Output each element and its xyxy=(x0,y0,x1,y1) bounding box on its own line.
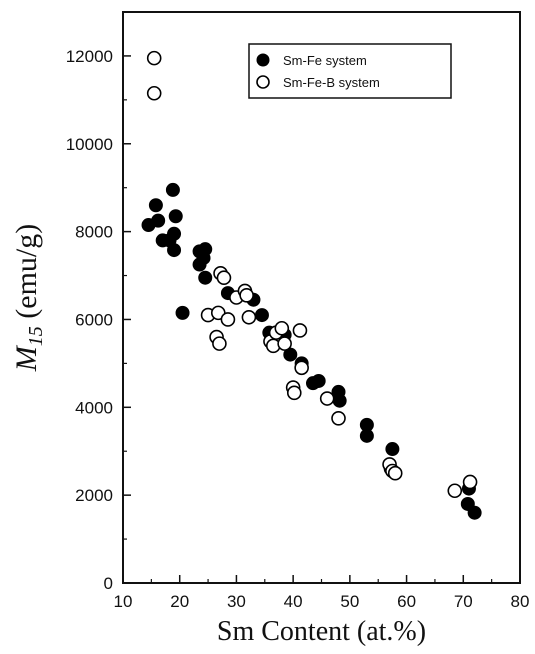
data-point-sm-fe-b xyxy=(387,465,403,481)
data-point-sm-fe xyxy=(467,505,482,520)
data-point-sm-fe-b xyxy=(274,320,290,336)
data-point-sm-fe xyxy=(311,373,326,388)
y-tick-label: 12000 xyxy=(66,47,113,66)
data-point-sm-fe xyxy=(175,305,190,320)
data-point-sm-fe xyxy=(148,198,163,213)
y-axis-title: M15 (emu/g) xyxy=(10,224,47,372)
data-point-sm-fe-b xyxy=(277,336,292,351)
x-tick-label: 20 xyxy=(170,592,189,611)
data-point-sm-fe xyxy=(198,270,213,285)
x-tick-label: 40 xyxy=(284,592,303,611)
x-tick-label: 30 xyxy=(227,592,246,611)
data-point-sm-fe xyxy=(151,213,166,228)
data-point-sm-fe-b xyxy=(447,483,463,499)
y-axis-title-subscript: 15 xyxy=(25,326,47,346)
data-point-sm-fe-b xyxy=(286,385,302,401)
data-point-sm-fe-b xyxy=(292,323,308,338)
y-tick-label: 0 xyxy=(104,574,113,593)
legend: Sm-Fe system Sm-Fe-B system xyxy=(248,43,452,99)
legend-label-sm-fe: Sm-Fe system xyxy=(283,53,367,68)
data-point-sm-fe-b xyxy=(220,312,236,327)
data-point-sm-fe-b xyxy=(294,360,309,376)
data-point-sm-fe-b xyxy=(212,336,227,351)
y-tick-label: 10000 xyxy=(66,135,113,154)
data-point-sm-fe xyxy=(167,243,182,258)
x-tick-label: 50 xyxy=(340,592,359,611)
legend-marker-sm-fe-b xyxy=(256,75,270,89)
legend-label-sm-fe-b: Sm-Fe-B system xyxy=(283,75,380,90)
data-point-sm-fe xyxy=(168,209,183,224)
data-point-sm-fe-b xyxy=(146,50,162,66)
y-tick-label: 2000 xyxy=(75,486,113,505)
data-point-sm-fe-b xyxy=(241,309,257,325)
data-point-sm-fe-b xyxy=(146,85,162,101)
x-tick-label: 60 xyxy=(397,592,416,611)
x-tick-label: 70 xyxy=(454,592,473,611)
data-point-sm-fe xyxy=(359,428,374,443)
axis-layer: 10 20 30 40 50 60 70 80 0 2000 4000 6000 8000 10000 12… xyxy=(66,47,530,611)
data-point-sm-fe-b xyxy=(239,288,254,303)
data-point-sm-fe xyxy=(254,308,269,323)
data-point-sm-fe-b xyxy=(462,474,478,490)
legend-marker-sm-fe xyxy=(256,53,270,67)
y-tick-label: 6000 xyxy=(75,310,113,329)
legend-box xyxy=(248,43,452,99)
x-tick-label: 10 xyxy=(114,592,133,611)
data-point-sm-fe xyxy=(385,442,400,457)
data-point-sm-fe xyxy=(332,393,347,408)
y-axis-title-main: M xyxy=(10,344,43,372)
y-tick-label: 8000 xyxy=(75,223,113,242)
data-point-sm-fe-b xyxy=(216,270,232,286)
y-tick-label: 4000 xyxy=(75,398,113,417)
data-point-sm-fe xyxy=(165,182,180,197)
data-point-sm-fe xyxy=(192,257,207,272)
data-point-sm-fe-b xyxy=(331,410,346,426)
x-tick-label: 80 xyxy=(511,592,530,611)
data-point-sm-fe-b xyxy=(319,391,335,406)
marks-layer xyxy=(141,50,482,520)
x-axis-title: Sm Content (at.%) xyxy=(217,616,426,647)
y-axis-title-unit: (emu/g) xyxy=(10,224,43,326)
